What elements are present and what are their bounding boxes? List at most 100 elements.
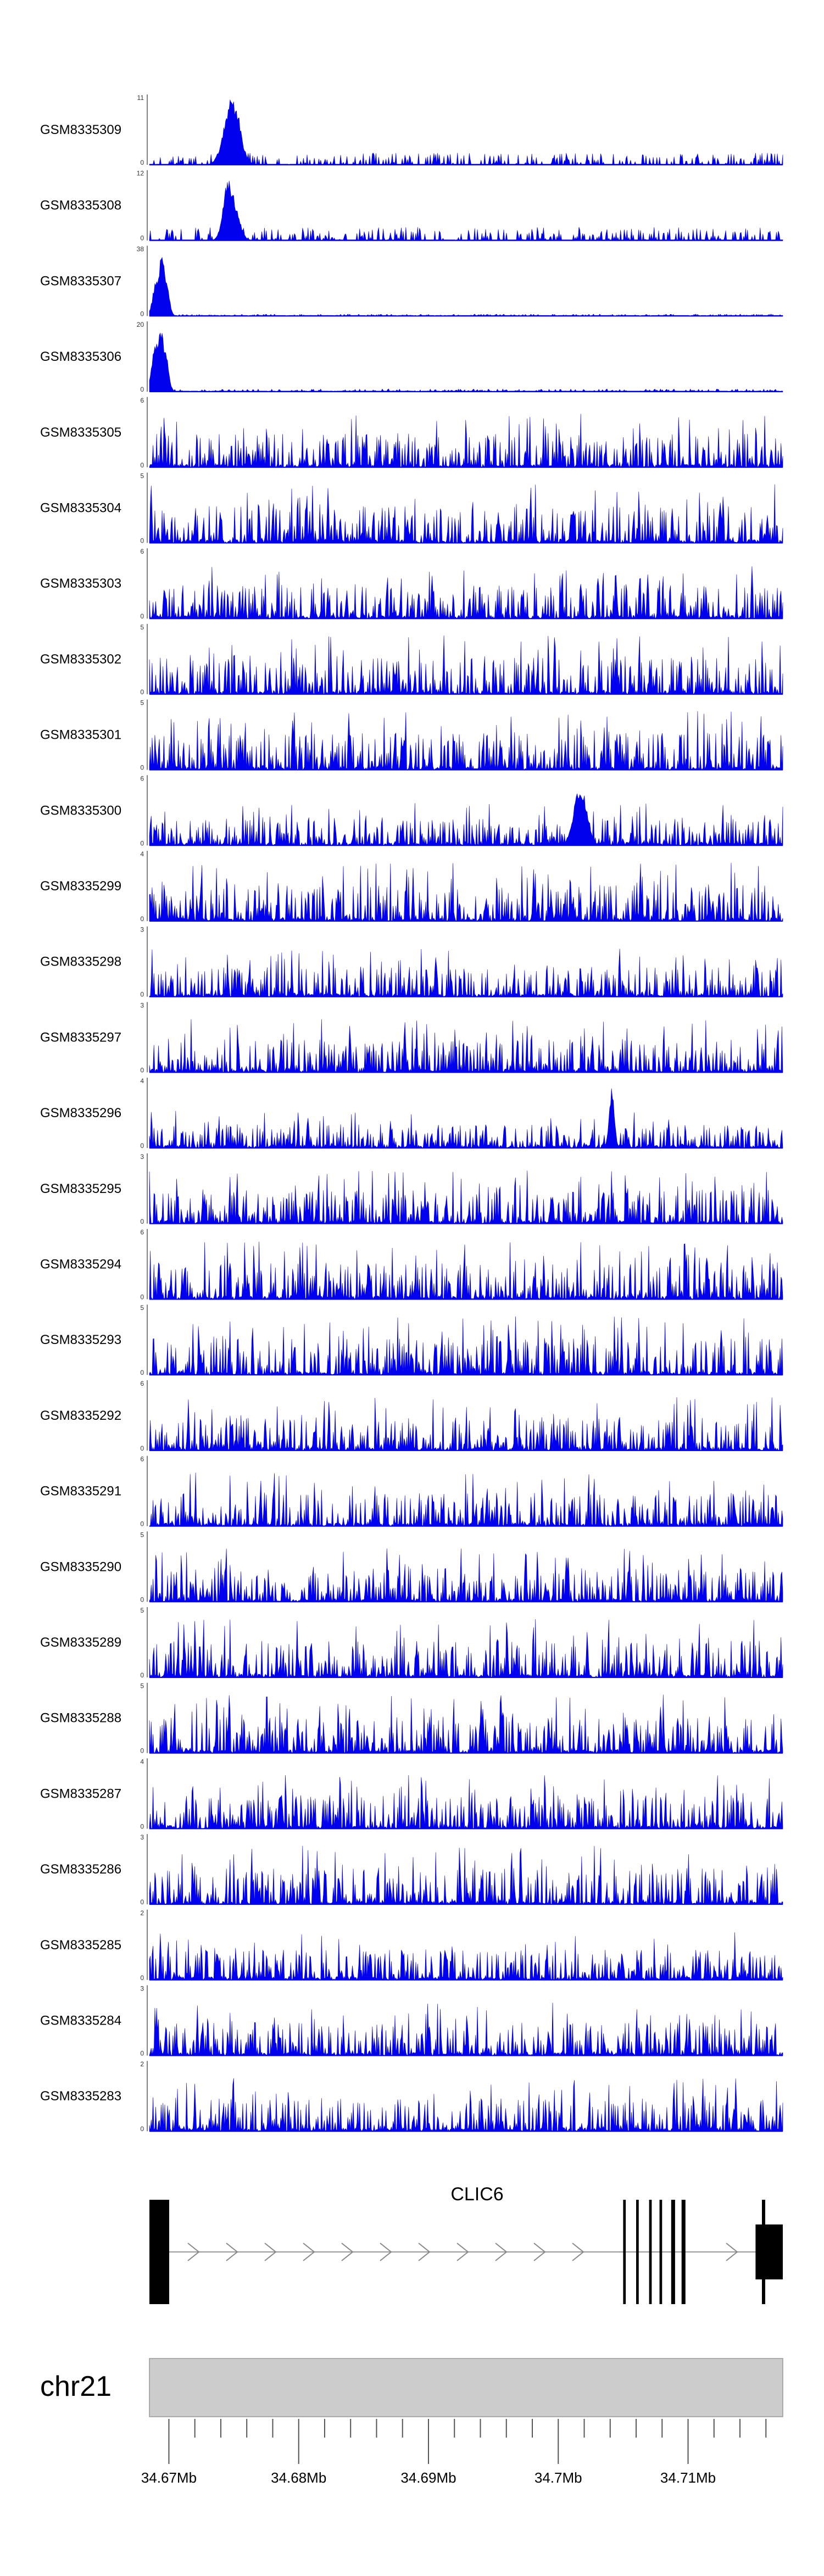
track-GSM8335288: GSM8335288 5 0 [40, 1682, 783, 1755]
track-label: GSM8335304 [40, 501, 121, 516]
gene-exon [659, 2200, 662, 2304]
track-signal-area [149, 257, 783, 316]
track-GSM8335294: GSM8335294 6 0 [40, 1229, 783, 1301]
track-GSM8335298: GSM8335298 3 0 [40, 926, 783, 999]
track-signal-area [149, 181, 783, 241]
track-ymin-label: 0 [140, 1822, 144, 1830]
strand-chevron [456, 2243, 469, 2261]
track-label: GSM8335299 [40, 879, 121, 894]
chromosome-label: chr21 [40, 2371, 112, 2402]
strand-chevron [572, 2243, 584, 2261]
track-signal-area [149, 862, 783, 922]
track-ymax-label: 3 [140, 1153, 144, 1161]
track-GSM8335287: GSM8335287 4 0 [40, 1758, 783, 1830]
track-signal-area [149, 1694, 783, 1754]
track-ymax-label: 5 [140, 472, 144, 480]
track-ymax-label: 5 [140, 1304, 144, 1312]
track-label: GSM8335301 [40, 728, 121, 743]
track-label: GSM8335292 [40, 1408, 121, 1423]
strand-chevron [726, 2243, 738, 2261]
track-label: GSM8335288 [40, 1711, 121, 1726]
track-GSM8335297: GSM8335297 3 0 [40, 1001, 783, 1074]
track-signal-area [149, 1170, 783, 1224]
track-ymax-label: 2 [140, 1909, 144, 1917]
track-signal-area [149, 1473, 783, 1527]
track-GSM8335296: GSM8335296 4 0 [40, 1077, 783, 1150]
track-ymin-label: 0 [140, 612, 144, 620]
axis-tick-label: 34.67Mb [141, 2469, 197, 2486]
track-label: GSM8335309 [40, 122, 121, 137]
track-signal-area [149, 484, 783, 544]
track-ymax-label: 20 [137, 321, 144, 328]
track-signal-area [149, 2003, 783, 2056]
gene-first-exon [149, 2200, 169, 2304]
track-signal-area [149, 2078, 783, 2132]
track-ymin-label: 0 [140, 1898, 144, 1906]
gene-exon [755, 2224, 783, 2279]
track-ymax-label: 4 [140, 1758, 144, 1765]
axis-tick-label: 34.69Mb [400, 2469, 456, 2486]
track-signal-area [149, 1397, 783, 1452]
track-signal-area [149, 1548, 783, 1602]
axis-tick-label: 34.71Mb [660, 2469, 716, 2486]
strand-chevron [187, 2243, 200, 2261]
track-ymin-label: 0 [140, 915, 144, 923]
track-signal-area [149, 711, 783, 771]
track-GSM8335293: GSM8335293 5 0 [40, 1304, 783, 1376]
gene-boundary [762, 2200, 765, 2304]
track-label: GSM8335286 [40, 1862, 121, 1877]
strand-chevron [226, 2243, 238, 2261]
track-GSM8335292: GSM8335292 6 0 [40, 1380, 783, 1452]
strand-chevron [303, 2243, 315, 2261]
signal-tracks: GSM8335309110GSM8335308120GSM8335307380G… [40, 94, 783, 2133]
track-ymax-label: 4 [140, 850, 144, 858]
track-label: GSM8335296 [40, 1106, 121, 1120]
track-signal-area [149, 1845, 783, 1905]
gene-exon [671, 2200, 675, 2304]
track-label: GSM8335283 [40, 2089, 121, 2104]
track-GSM8335286: GSM8335286 3 0 [40, 1833, 783, 1906]
track-signal-area [149, 1775, 783, 1830]
track-ymax-label: 5 [140, 623, 144, 631]
strand-chevron [533, 2243, 546, 2261]
track-label: GSM8335291 [40, 1484, 121, 1499]
track-ymin-label: 0 [140, 235, 144, 242]
track-ymin-label: 0 [140, 2050, 144, 2058]
track-signal-area [149, 1619, 783, 1679]
track-ymax-label: 6 [140, 397, 144, 404]
track-ymax-label: 4 [140, 1077, 144, 1085]
track-GSM8335309: GSM8335309 11 0 [40, 94, 783, 166]
track-label: GSM8335298 [40, 955, 121, 969]
track-ymax-label: 38 [137, 245, 144, 253]
track-ymin-label: 0 [140, 537, 144, 545]
track-ymin-label: 0 [140, 386, 144, 393]
track-label: GSM8335284 [40, 2014, 121, 2028]
track-label: GSM8335308 [40, 198, 121, 213]
track-label: GSM8335293 [40, 1332, 121, 1347]
track-ymax-label: 3 [140, 926, 144, 934]
track-signal-area [149, 1316, 783, 1376]
track-ymax-label: 12 [137, 170, 144, 177]
track-GSM8335302: GSM8335302 5 0 [40, 623, 783, 696]
gene-exon [649, 2200, 652, 2304]
track-signal-area [149, 414, 783, 468]
track-label: GSM8335307 [40, 274, 121, 288]
track-GSM8335307: GSM8335307 38 0 [40, 245, 783, 317]
track-GSM8335290: GSM8335290 5 0 [40, 1531, 783, 1603]
track-ymax-label: 3 [140, 1833, 144, 1841]
track-ymax-label: 6 [140, 548, 144, 555]
chromosome-axis: chr21 34.67Mb 34.68Mb 34.69Mb 34.7Mb 34.71Mb [40, 2358, 783, 2486]
track-label: GSM8335294 [40, 1257, 121, 1272]
track-GSM8335283: GSM8335283 2 0 [40, 2060, 783, 2133]
strand-chevron [341, 2243, 354, 2261]
track-ymax-label: 6 [140, 1380, 144, 1387]
track-ymin-label: 0 [140, 1671, 144, 1679]
track-ymin-label: 0 [140, 1293, 144, 1301]
track-ymin-label: 0 [140, 764, 144, 772]
track-ymin-label: 0 [140, 159, 144, 166]
track-ymax-label: 5 [140, 1531, 144, 1538]
gene-exon [681, 2200, 686, 2304]
track-ymin-label: 0 [140, 461, 144, 469]
track-ymin-label: 0 [140, 1369, 144, 1376]
track-GSM8335285: GSM8335285 2 0 [40, 1909, 783, 1982]
